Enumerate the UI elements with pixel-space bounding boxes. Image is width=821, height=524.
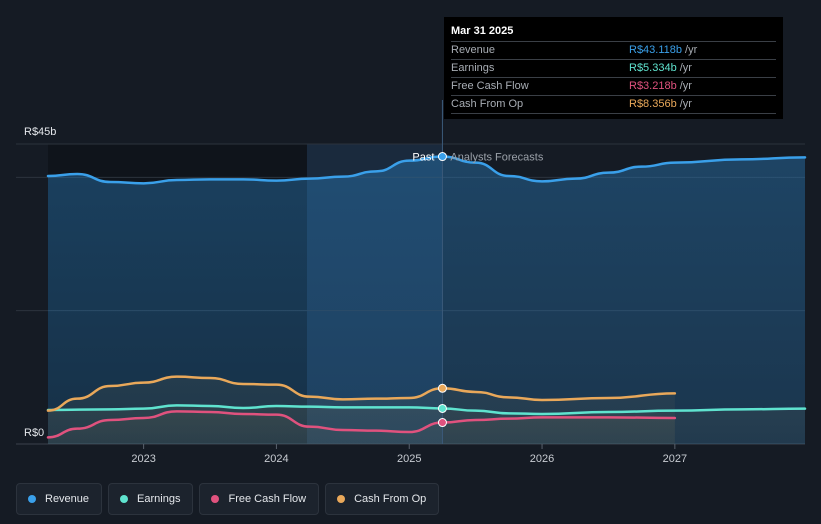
tooltip-unit: /yr — [685, 44, 698, 56]
forecast-label: Analysts Forecasts — [450, 152, 543, 164]
tooltip-label: Cash From Op — [451, 98, 524, 110]
tooltip-label: Free Cash Flow — [451, 80, 529, 92]
tooltip-row-free-cash-flow: Free Cash Flow R$3.218b /yr — [451, 77, 776, 95]
marker-cash-from-op — [437, 383, 447, 393]
series-line-revenue — [46, 155, 807, 185]
tooltip-row-revenue: Revenue R$43.118b /yr — [451, 41, 776, 59]
legend-label: Earnings — [137, 493, 181, 505]
x-tick-label: 2023 — [131, 453, 155, 465]
legend-label: Revenue — [45, 493, 90, 505]
legend: Revenue Earnings Free Cash Flow Cash Fro… — [16, 483, 440, 515]
x-tick-label: 2025 — [397, 453, 421, 465]
legend-label: Cash From Op — [354, 493, 427, 505]
area-cash-from-op — [48, 376, 675, 444]
tooltip-row-earnings: Earnings R$5.334b /yr — [451, 59, 776, 77]
marker-earnings — [437, 403, 447, 413]
tooltip-label: Revenue — [451, 44, 496, 56]
legend-dot-icon — [211, 495, 220, 503]
marker-free-cash-flow — [437, 418, 447, 428]
x-tick-label: 2024 — [264, 453, 288, 465]
tooltip-unit: /yr — [679, 62, 692, 74]
tooltip-date: Mar 31 2025 — [451, 25, 514, 37]
legend-item-cash-from-op[interactable]: Cash From Op — [325, 483, 440, 515]
tooltip-unit: /yr — [679, 80, 692, 92]
legend-label: Free Cash Flow — [228, 493, 307, 505]
legend-item-earnings[interactable]: Earnings — [108, 483, 194, 515]
legend-item-revenue[interactable]: Revenue — [16, 483, 103, 515]
series-line-free-cash-flow — [46, 410, 677, 439]
legend-dot-icon — [120, 495, 129, 503]
x-tick-label: 2027 — [663, 453, 687, 465]
legend-item-free-cash-flow[interactable]: Free Cash Flow — [199, 483, 320, 515]
legend-dot-icon — [28, 495, 36, 503]
y-tick-label: R$45b — [24, 126, 56, 138]
tooltip-row-cash-from-op: Cash From Op R$8.356b /yr — [451, 95, 776, 114]
past-label: Past — [412, 152, 434, 164]
tooltip-value: R$3.218b — [629, 80, 677, 92]
y-tick-label: R$0 — [24, 427, 44, 439]
tooltip-value: R$43.118b — [629, 44, 683, 56]
x-tick-label: 2026 — [530, 453, 554, 465]
series-line-earnings — [46, 404, 807, 416]
tooltip-value: R$8.356b — [629, 98, 677, 110]
tooltip-label: Earnings — [451, 62, 495, 74]
tooltip: Mar 31 2025 Revenue R$43.118b /yr Earnin… — [444, 17, 783, 119]
marker-revenue — [437, 152, 447, 162]
series-line-cash-from-op — [46, 375, 677, 412]
tooltip-value: R$5.334b — [629, 62, 677, 74]
area-revenue — [48, 156, 805, 444]
legend-dot-icon — [337, 495, 346, 503]
tooltip-unit: /yr — [679, 98, 692, 110]
